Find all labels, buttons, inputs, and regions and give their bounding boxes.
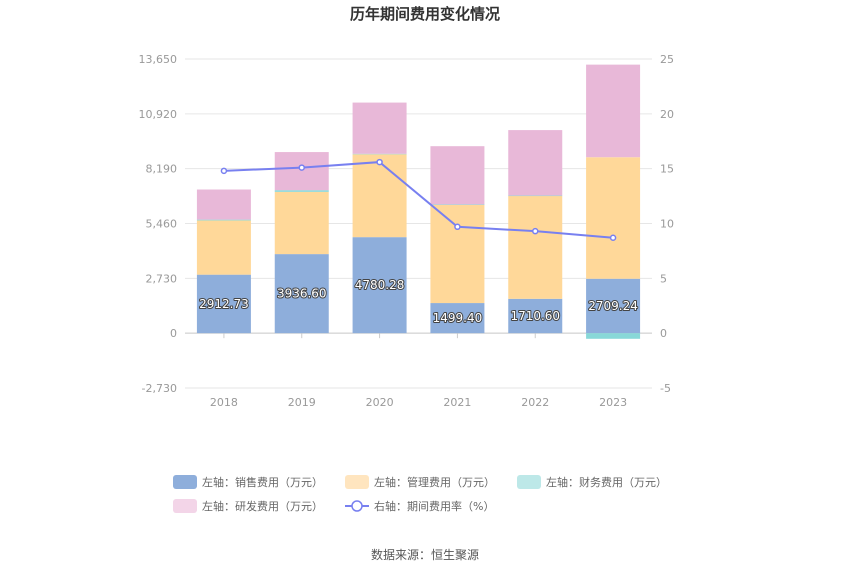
y-right-tick-label: 15 (660, 163, 674, 176)
y-left-tick-label: -2,730 (142, 382, 177, 395)
y-left-tick-label: 2,730 (146, 272, 178, 285)
legend-swatch (517, 475, 541, 489)
bar (508, 195, 563, 299)
line-series (220, 158, 617, 242)
line-point (220, 167, 228, 175)
bar (430, 204, 485, 205)
bar (586, 64, 641, 158)
legend-item[interactable]: 左轴：销售费用（万元） (173, 475, 323, 489)
bar (196, 189, 251, 220)
y-left-tick-label: 8,190 (146, 163, 178, 176)
legend-swatch-marker (351, 500, 363, 512)
bar (508, 195, 563, 197)
bar (430, 204, 485, 304)
bar (274, 190, 329, 192)
legend-label: 左轴：财务费用（万元） (546, 475, 667, 489)
bar (196, 220, 251, 275)
y-right-tick-label: 10 (660, 218, 674, 231)
bar-data-label: 3936.60 (277, 287, 327, 301)
legend-item[interactable]: 左轴：研发费用（万元） (173, 499, 323, 513)
x-tick-label: 2023 (599, 396, 627, 409)
bar (352, 154, 407, 238)
bars (196, 64, 641, 339)
bar (352, 153, 407, 155)
legend[interactable]: 左轴：销售费用（万元） 左轴：管理费用（万元） 左轴：财务费用（万元） 左轴：研发费用… (173, 475, 667, 513)
bar-data-label: 2709.24 (588, 299, 638, 313)
legend-swatch (173, 499, 197, 513)
legend-item[interactable]: 右轴：期间费用率（%） (345, 499, 494, 513)
x-tick-label: 2022 (521, 396, 549, 409)
x-tick-label: 2018 (210, 396, 238, 409)
bar (274, 254, 329, 334)
line-point (609, 234, 617, 242)
axes: -2,730 0 2,730 5,460 8,190 10,920 13,650 -5 0 5 10… (139, 53, 675, 409)
bar-data-label: 1499.40 (433, 311, 483, 325)
legend-swatch (345, 475, 369, 489)
bar-labels: 2912.73 3936.60 4780.28 1499.40 1710.60 2709.… (198, 277, 639, 326)
line-point (298, 164, 305, 171)
grid (185, 58, 652, 389)
legend-swatch (173, 475, 197, 489)
line-point (454, 223, 461, 231)
y-right-tick-label: 0 (660, 327, 667, 340)
bar-data-label: 1710.60 (510, 309, 560, 323)
bar-data-label: 4780.28 (355, 278, 405, 292)
x-tick-label: 2019 (288, 396, 316, 409)
source-note: 数据来源：恒生聚源 (371, 547, 479, 562)
x-tick-label: 2020 (366, 396, 394, 409)
legend-item[interactable]: 左轴：管理费用（万元） (345, 475, 495, 489)
bar (586, 157, 641, 279)
bar (352, 102, 407, 154)
bar (586, 333, 641, 339)
line-point (376, 158, 383, 166)
line-path (223, 161, 614, 239)
y-left-tick-label: 10,920 (139, 108, 178, 121)
bar (352, 237, 407, 334)
bar (508, 298, 563, 334)
bar (196, 219, 251, 221)
y-right-tick-label: 25 (660, 53, 674, 66)
line-point (532, 227, 539, 235)
y-left-tick-label: 0 (170, 327, 177, 340)
y-right-tick-label: 5 (660, 272, 667, 285)
bar (508, 130, 563, 196)
y-left-tick-label: 5,460 (146, 218, 178, 231)
y-right-tick-label: -5 (660, 382, 671, 395)
bar (586, 278, 641, 334)
y-right-tick-label: 20 (660, 108, 674, 121)
bar (430, 303, 485, 334)
bar (430, 146, 485, 205)
bar (274, 152, 329, 191)
bar (274, 191, 329, 255)
chart-title: 历年期间费用变化情况 (350, 5, 500, 23)
bar-data-label: 2912.73 (199, 297, 249, 311)
legend-label: 左轴：研发费用（万元） (202, 499, 323, 513)
legend-label: 左轴：销售费用（万元） (202, 475, 323, 489)
y-left-tick-label: 13,650 (139, 53, 178, 66)
legend-label: 右轴：期间费用率（%） (374, 499, 494, 513)
x-tick-label: 2021 (443, 396, 471, 409)
bar (196, 274, 251, 334)
legend-label: 左轴：管理费用（万元） (374, 475, 495, 489)
legend-item[interactable]: 左轴：财务费用（万元） (517, 475, 667, 489)
